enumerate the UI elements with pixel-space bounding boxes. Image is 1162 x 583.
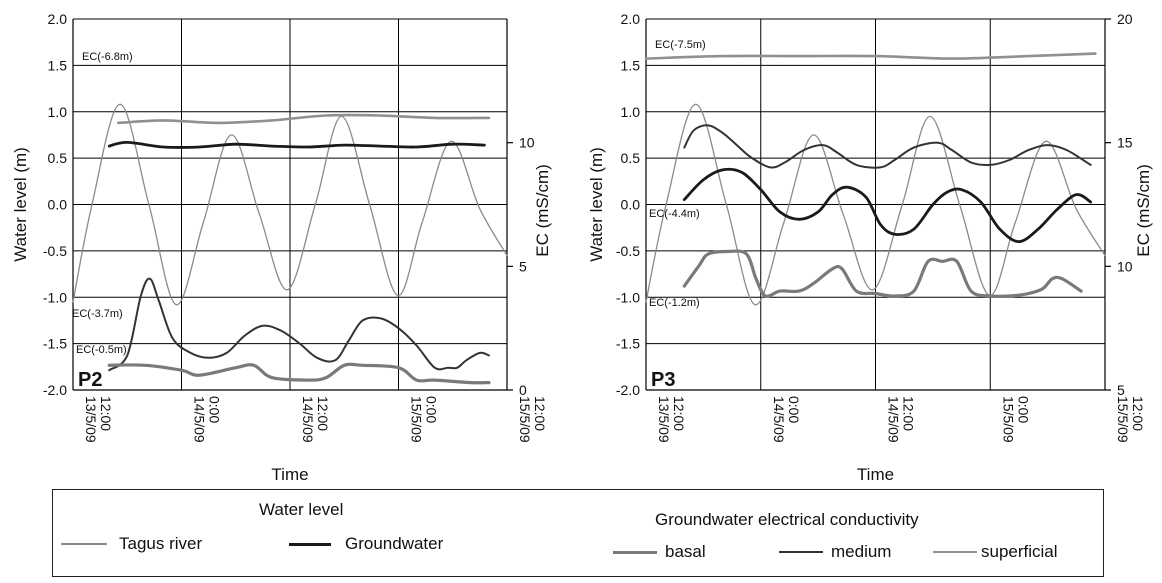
p3-x-tick-label: 14/5/0912:00 [886,396,917,443]
legend-swatch-basal [613,550,657,554]
legend-box: Water level Groundwater electrical condu… [52,489,1104,577]
p3-y-tick-label: -1.0 [616,289,640,305]
p2-y-tick-label: -1.0 [43,289,67,305]
p2-x-tick-label: 15/5/090:00 [409,396,440,443]
p2-annotation-label: EC(-6.8m) [82,51,133,63]
p3-y-tick-label: -2.0 [616,382,640,398]
p2-y-tick-label: 1.5 [48,57,68,73]
p2-panel-label: P2 [78,369,102,391]
legend-ec-heading: Groundwater electrical conductivity [655,510,919,529]
p3-annotation-label: EC(-4.4m) [649,208,700,220]
legend-item-groundwater: Groundwater [289,534,443,554]
p3-y2-tick-label: 10 [1117,258,1133,274]
p2-x-tick-label: 14/5/090:00 [192,396,223,443]
p3-y-tick-label: 2.0 [621,11,641,27]
p3-annotation-label: EC(-1.2m) [649,297,700,309]
legend-water-level-heading: Water level [259,500,344,519]
p2-y-tick-label: 2.0 [48,11,68,27]
p3-y2-tick-label: 5 [1117,382,1125,398]
p3-panel-label: P3 [651,369,675,391]
legend-label-groundwater: Groundwater [345,534,444,553]
p3-x-tick-label: 15/5/0912:00 [1115,396,1146,443]
p3-y-tick-label: 0.0 [621,197,641,213]
legend-item-tagus: Tagus river [61,534,202,554]
p2-y-tick-label: 0.5 [48,150,68,166]
p2-x-tick-label: 14/5/0912:00 [300,396,331,443]
p3-x-axis-title: Time [857,465,894,484]
p3-series-ec-1-2m [682,249,1083,299]
legend-swatch-tagus [61,543,107,545]
legend-label-medium: medium [831,542,892,561]
p3-series-ec-7-5m [644,52,1097,60]
p2-series-tagus-river [72,103,508,306]
p2-series-ec-6-8m [116,113,491,125]
p2-series-groundwater [107,140,486,149]
p2-y2-tick-label: 10 [519,135,535,151]
p3-y-axis-title: Water level (m) [587,147,606,262]
legend-label-tagus: Tagus river [119,534,203,553]
p3-x-tick-label: 14/5/090:00 [771,396,802,443]
p3-series-ec-4-4m [682,167,1093,243]
p3-series-tagus-river [645,103,1106,306]
p3-y-tick-label: 1.5 [621,57,641,73]
p3-y-tick-label: -0.5 [616,243,640,259]
legend-swatch-superficial [933,551,977,553]
p2-y-tick-label: 0.0 [48,197,68,213]
legend-item-superficial: superficial [933,542,1058,562]
legend-item-basal: basal [613,542,706,562]
legend-item-medium: medium [779,542,891,562]
p3-series-medium [683,124,1092,169]
p3-y-tick-label: 1.0 [621,104,641,120]
p3-y2-axis-title: EC (mS/cm) [1134,164,1153,257]
p2-annotation-label: EC(-0.5m) [76,344,127,356]
p2-x-tick-label: 13/5/0912:00 [83,396,114,443]
legend-label-basal: basal [665,542,706,561]
p2-x-tick-label: 15/5/0912:00 [517,396,548,443]
p2-annotation-label: EC(-3.7m) [72,308,123,320]
p2-series-ec-3-7m [108,277,490,372]
p2-y2-axis-title: EC (mS/cm) [533,164,552,257]
p2-series-ec-0-5m [107,362,491,385]
p2-y-tick-label: 1.0 [48,104,68,120]
p3-y-tick-label: -1.5 [616,336,640,352]
p3-y-tick-label: 0.5 [621,150,641,166]
p3-y2-tick-label: 15 [1117,135,1133,151]
p2-y2-tick-label: 0 [519,382,527,398]
p2-y-tick-label: -1.5 [43,336,67,352]
legend-swatch-medium [779,551,823,553]
p2-y-axis-title: Water level (m) [11,147,30,262]
figure-canvas: 2.0 1.5 1.0 0.5 0.0 -0.5 -1.0 -1.5 -2.0 0 5 10 13/5/… [11,11,1153,484]
p3-x-tick-label: 13/5/0912:00 [656,396,687,443]
p3-x-tick-label: 15/5/090:00 [1000,396,1031,443]
p2-x-axis-title: Time [271,465,308,484]
legend-label-superficial: superficial [981,542,1058,561]
p3-annotation-label: EC(-7.5m) [655,39,706,51]
p2-y-tick-label: -2.0 [43,382,67,398]
p2-y-tick-label: -0.5 [43,243,67,259]
p3-y2-tick-label: 20 [1117,11,1133,27]
legend-swatch-groundwater [289,542,331,546]
p2-y2-tick-label: 5 [519,258,527,274]
